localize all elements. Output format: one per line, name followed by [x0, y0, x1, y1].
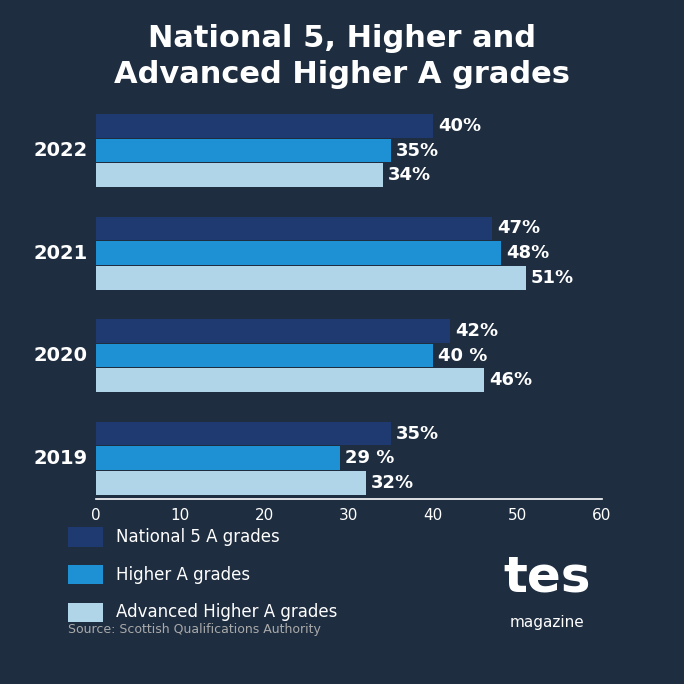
- Text: National 5, Higher and
Advanced Higher A grades: National 5, Higher and Advanced Higher A…: [114, 24, 570, 89]
- Text: 34%: 34%: [388, 166, 431, 184]
- Bar: [96, 471, 366, 495]
- Bar: [96, 344, 433, 367]
- Bar: [96, 163, 382, 187]
- Bar: [96, 266, 526, 289]
- Text: 40%: 40%: [438, 117, 482, 135]
- Text: 51%: 51%: [531, 269, 574, 287]
- Text: Higher A grades: Higher A grades: [116, 566, 250, 583]
- Text: 40 %: 40 %: [438, 347, 488, 365]
- Text: 48%: 48%: [505, 244, 549, 262]
- Bar: [96, 422, 391, 445]
- Text: Source: Scottish Qualifications Authority: Source: Scottish Qualifications Authorit…: [68, 622, 321, 635]
- Text: 2021: 2021: [33, 244, 88, 263]
- Text: 47%: 47%: [497, 220, 540, 237]
- Bar: [96, 319, 450, 343]
- Text: 29 %: 29 %: [345, 449, 395, 467]
- Bar: [96, 217, 492, 240]
- Text: Advanced Higher A grades: Advanced Higher A grades: [116, 603, 338, 621]
- Text: 35%: 35%: [396, 142, 439, 159]
- Text: National 5 A grades: National 5 A grades: [116, 528, 280, 546]
- Text: 2019: 2019: [34, 449, 88, 468]
- Text: 46%: 46%: [489, 371, 532, 389]
- Text: 32%: 32%: [371, 474, 414, 492]
- Text: tes: tes: [503, 554, 591, 602]
- Bar: [96, 369, 484, 392]
- Text: 2020: 2020: [34, 346, 88, 365]
- Bar: [96, 114, 433, 137]
- Bar: [96, 139, 391, 162]
- Text: magazine: magazine: [510, 615, 585, 630]
- Text: 2022: 2022: [33, 141, 88, 160]
- Bar: [96, 447, 341, 470]
- Text: 42%: 42%: [455, 322, 498, 340]
- Bar: [96, 241, 501, 265]
- Text: 35%: 35%: [396, 425, 439, 443]
